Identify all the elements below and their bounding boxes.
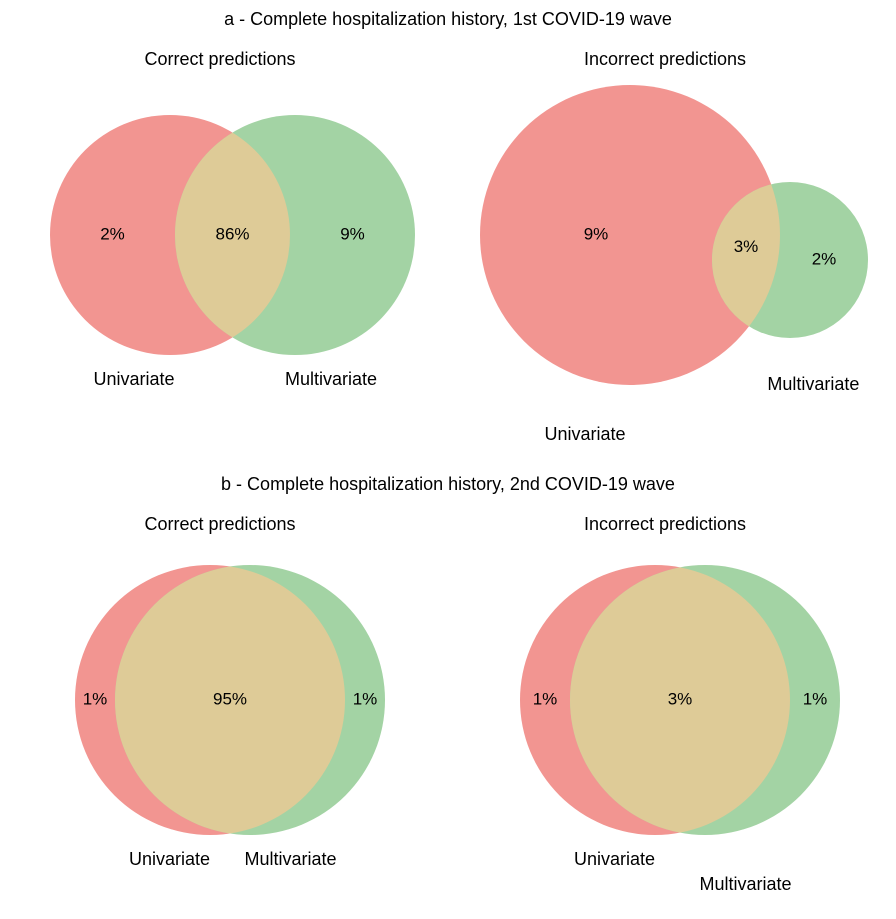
venn-b-correct: Correct predictions 1% 95% 1% Univariate… bbox=[75, 514, 385, 869]
panel-a-title: a - Complete hospitalization history, 1s… bbox=[224, 9, 672, 29]
venn-a-correct: Correct predictions 2% 86% 9% Univariate… bbox=[50, 49, 415, 389]
panel-b-title: b - Complete hospitalization history, 2n… bbox=[221, 474, 675, 494]
value-overlap: 3% bbox=[668, 689, 693, 708]
value-left: 1% bbox=[533, 689, 558, 708]
panel-a: Correct predictions 2% 86% 9% Univariate… bbox=[50, 49, 868, 444]
value-left: 1% bbox=[83, 689, 108, 708]
figure-svg: a - Complete hospitalization history, 1s… bbox=[0, 0, 896, 919]
label-univariate: Univariate bbox=[129, 849, 210, 869]
label-multivariate: Multivariate bbox=[699, 874, 791, 894]
value-overlap: 95% bbox=[213, 689, 247, 708]
value-right: 1% bbox=[353, 689, 378, 708]
value-overlap: 3% bbox=[734, 237, 759, 256]
page: a - Complete hospitalization history, 1s… bbox=[0, 0, 896, 919]
value-right: 2% bbox=[812, 249, 837, 268]
value-right: 1% bbox=[803, 689, 828, 708]
subtitle-a-incorrect: Incorrect predictions bbox=[584, 49, 746, 69]
label-univariate: Univariate bbox=[544, 424, 625, 444]
subtitle-b-incorrect: Incorrect predictions bbox=[584, 514, 746, 534]
subtitle-b-correct: Correct predictions bbox=[144, 514, 295, 534]
label-univariate: Univariate bbox=[93, 369, 174, 389]
venn-b-incorrect: Incorrect predictions 1% 3% 1% Univariat… bbox=[520, 514, 840, 894]
value-overlap: 86% bbox=[215, 224, 249, 243]
value-left: 2% bbox=[100, 224, 125, 243]
value-left: 9% bbox=[584, 224, 609, 243]
value-right: 9% bbox=[340, 224, 365, 243]
label-multivariate: Multivariate bbox=[285, 369, 377, 389]
label-multivariate: Multivariate bbox=[767, 374, 859, 394]
venn-a-incorrect: Incorrect predictions 9% 3% 2% Univariat… bbox=[480, 49, 868, 444]
label-multivariate: Multivariate bbox=[244, 849, 336, 869]
label-univariate: Univariate bbox=[574, 849, 655, 869]
subtitle-a-correct: Correct predictions bbox=[144, 49, 295, 69]
panel-b: Correct predictions 1% 95% 1% Univariate… bbox=[75, 514, 840, 894]
